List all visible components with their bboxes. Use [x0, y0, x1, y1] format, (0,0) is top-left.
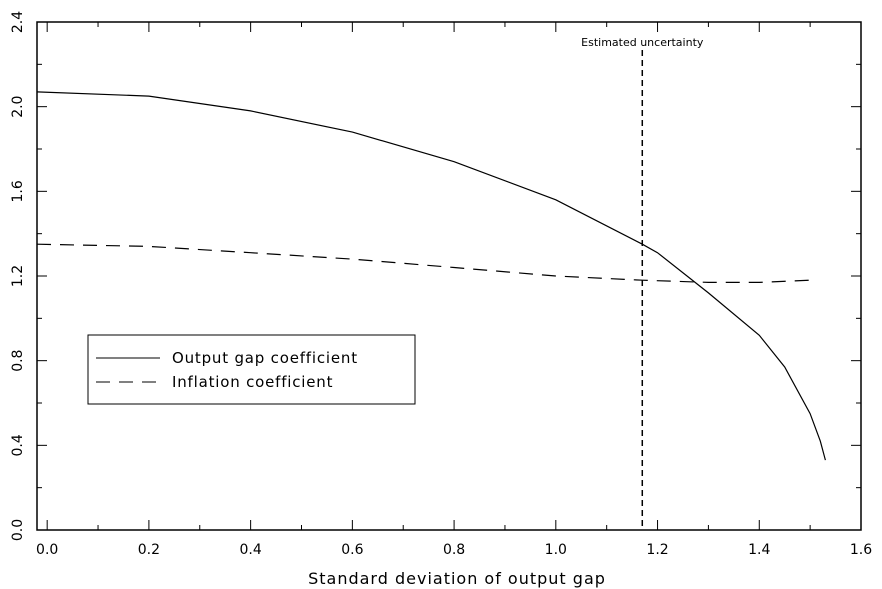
y-tick-label: 2.4 [10, 11, 26, 33]
x-tick-label: 0.6 [341, 542, 363, 558]
x-axis-title: Standard deviation of output gap [308, 569, 606, 588]
series-lines [36, 91, 826, 461]
x-tick-label: 1.0 [545, 542, 567, 558]
x-tick-label: 1.2 [646, 542, 668, 558]
x-tick-label: 0.8 [443, 542, 465, 558]
output-gap-coefficient-line [36, 91, 826, 461]
legend-box [87, 334, 416, 405]
x-tick-label: 0.4 [239, 542, 261, 558]
legend-label-output-gap: Output gap coefficient [172, 349, 358, 367]
inflation-coefficient-line [36, 243, 811, 283]
x-tick-label: 1.6 [850, 542, 872, 558]
y-tick-label: 0.4 [10, 434, 26, 456]
axis-ticks [37, 21, 862, 531]
y-tick-label: 1.6 [10, 180, 26, 202]
y-tick-label: 0.0 [10, 519, 26, 541]
x-tick-label: 0.0 [36, 542, 58, 558]
estimated-uncertainty-label: Estimated uncertainty [581, 36, 704, 49]
y-tick-label: 0.8 [10, 350, 26, 372]
y-tick-label: 2.0 [10, 96, 26, 118]
y-tick-labels: 0.0 0.4 0.8 1.2 1.6 2.0 2.4 [10, 11, 26, 541]
legend-label-inflation: Inflation coefficient [172, 373, 333, 391]
annotation: Estimated uncertainty [581, 36, 704, 530]
x-tick-label: 0.2 [138, 542, 160, 558]
y-tick-label: 1.2 [10, 265, 26, 287]
x-tick-labels: 0.0 0.2 0.4 0.6 0.8 1.0 1.2 1.4 1.6 [36, 542, 872, 558]
legend: Output gap coefficient Inflation coeffic… [87, 334, 416, 405]
x-tick-label: 1.4 [748, 542, 770, 558]
